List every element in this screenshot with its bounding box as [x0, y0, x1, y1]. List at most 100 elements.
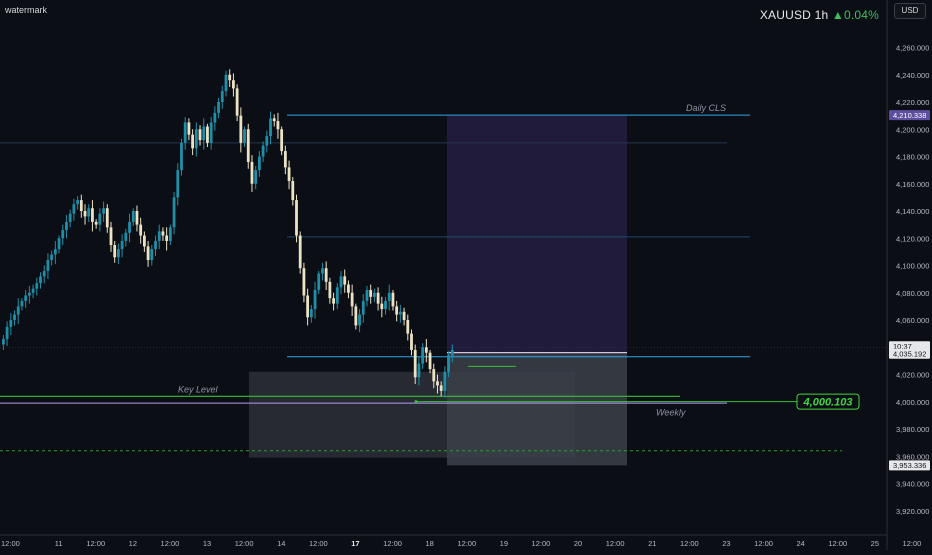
candle-body [395, 306, 399, 315]
price-badge-label: 10:37 [893, 342, 912, 351]
candle-body [328, 281, 332, 299]
candle-body [46, 260, 50, 271]
x-tick-label: 12:00 [606, 539, 625, 548]
price-badge [889, 110, 930, 121]
price-badge [889, 348, 930, 359]
x-tick-label: 24 [796, 539, 804, 548]
candle-body [287, 167, 291, 182]
candle-body [291, 181, 295, 201]
candle-body [387, 292, 391, 301]
candle-body [180, 142, 183, 171]
candle-body [20, 300, 24, 307]
candle-body [276, 121, 280, 130]
candle-body [42, 270, 46, 277]
candle-body [321, 268, 324, 274]
candle-body [339, 276, 343, 288]
weekly-label: Weekly [656, 408, 686, 418]
candle-body [109, 227, 113, 246]
candle-body [16, 306, 20, 315]
candle-body [347, 284, 350, 293]
levels-layer [0, 114, 887, 452]
candle-body [439, 385, 443, 391]
y-tick-label: 3,920.000 [896, 507, 929, 516]
x-tick-label: 19 [500, 539, 508, 548]
candle-body [187, 122, 191, 135]
candle-body [157, 231, 161, 241]
candle-body [113, 245, 117, 258]
price-badge-label: 4,210.338 [893, 111, 926, 120]
x-tick-label: 12:00 [680, 539, 699, 548]
candle-body [209, 122, 213, 143]
y-tick-label: 3,960.000 [896, 452, 929, 461]
y-tick-label: 4,160.000 [896, 180, 929, 189]
candle-body [128, 221, 131, 233]
price-badge-label: 4,035.192 [893, 350, 926, 359]
candle-body [57, 238, 61, 250]
y-tick-label: 4,020.000 [896, 371, 929, 380]
change-arrow-icon: ▲ [831, 8, 844, 22]
candle-body [432, 369, 436, 382]
x-tick-label: 12:00 [457, 539, 476, 548]
candle-body [376, 292, 380, 304]
candle-body [254, 170, 258, 184]
candle-body [117, 249, 120, 258]
candle-body [380, 303, 384, 310]
watermark-text: watermark [5, 5, 48, 15]
candle-body [83, 211, 87, 217]
candle-body [369, 290, 373, 297]
candle-body [324, 268, 328, 282]
target-profit-zone [447, 115, 627, 355]
candle-body [354, 306, 358, 326]
candle-body [79, 200, 83, 211]
x-tick-label: 21 [648, 539, 656, 548]
x-tick-label: 14 [277, 539, 285, 548]
y-tick-label: 3,940.000 [896, 480, 929, 489]
x-tick-label: 18 [425, 539, 433, 548]
candle-body [417, 363, 421, 378]
x-tick-label: 25 [871, 539, 879, 548]
candle-body [9, 320, 13, 327]
candles-layer [2, 69, 454, 398]
candle-body [31, 288, 35, 293]
stop-loss-zone [447, 354, 627, 466]
candle-body [91, 208, 94, 222]
candle-body [131, 211, 135, 222]
candle-body [135, 211, 139, 225]
candle-body [243, 129, 246, 143]
candle-body [27, 292, 31, 296]
candle-body [61, 230, 65, 239]
price-badge [889, 460, 930, 471]
x-tick-label: 12:00 [754, 539, 773, 548]
y-tick-label: 4,100.000 [896, 262, 929, 271]
candle-body [424, 347, 428, 353]
candle-body [35, 283, 39, 289]
candle-body [257, 156, 261, 171]
weekly-value-label: 4,000.103 [803, 397, 853, 409]
candle-body [450, 349, 454, 356]
candle-body [239, 115, 243, 143]
candle-body [76, 200, 79, 205]
candle-body [50, 254, 54, 261]
y-tick-label: 4,200.000 [896, 125, 929, 134]
candle-body [317, 273, 321, 291]
candle-body [265, 136, 269, 146]
candle-body [198, 129, 202, 141]
symbol-header[interactable]: XAUUSD 1h ▲0.04% [760, 8, 879, 22]
x-tick-label: 12:00 [309, 539, 328, 548]
candle-body [87, 208, 91, 217]
candle-body [235, 88, 239, 116]
candle-body [168, 227, 172, 241]
candle-body [213, 112, 217, 123]
candle-body [228, 74, 232, 81]
x-tick-label: 12:00 [235, 539, 254, 548]
y-tick-label: 3,980.000 [896, 425, 929, 434]
x-tick-label: 12:00 [828, 539, 847, 548]
x-tick-label: 13 [203, 539, 211, 548]
candle-body [350, 292, 354, 307]
candle-body [183, 122, 187, 143]
currency-button[interactable]: USD [894, 3, 926, 19]
candle-body [398, 311, 402, 315]
candle-body [283, 151, 287, 168]
